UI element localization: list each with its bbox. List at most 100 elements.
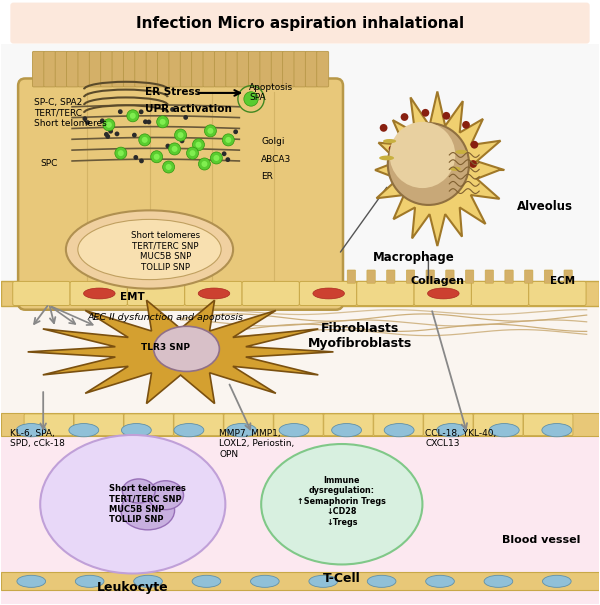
Circle shape xyxy=(131,113,136,118)
Polygon shape xyxy=(375,91,504,246)
Circle shape xyxy=(142,137,148,143)
FancyBboxPatch shape xyxy=(101,51,113,87)
FancyBboxPatch shape xyxy=(180,51,192,87)
FancyBboxPatch shape xyxy=(174,414,223,436)
Text: SP-C, SPA2
TERT/TERC
Short telomeres: SP-C, SPA2 TERT/TERC Short telomeres xyxy=(34,98,107,128)
Circle shape xyxy=(401,113,409,121)
FancyBboxPatch shape xyxy=(317,51,329,87)
Circle shape xyxy=(392,168,400,175)
FancyBboxPatch shape xyxy=(426,270,434,283)
FancyBboxPatch shape xyxy=(472,281,529,306)
Ellipse shape xyxy=(148,481,184,509)
Circle shape xyxy=(166,164,172,170)
Ellipse shape xyxy=(490,424,519,437)
FancyBboxPatch shape xyxy=(146,51,158,87)
Ellipse shape xyxy=(383,139,396,143)
Circle shape xyxy=(82,116,87,121)
Circle shape xyxy=(176,130,181,135)
FancyBboxPatch shape xyxy=(124,414,173,436)
FancyBboxPatch shape xyxy=(191,51,203,87)
Circle shape xyxy=(146,120,151,125)
Circle shape xyxy=(190,150,196,156)
Ellipse shape xyxy=(66,211,233,289)
Bar xyxy=(1,302,599,423)
FancyBboxPatch shape xyxy=(524,414,573,436)
Text: Blood vessel: Blood vessel xyxy=(502,535,581,545)
FancyBboxPatch shape xyxy=(564,270,572,283)
FancyBboxPatch shape xyxy=(55,51,67,87)
FancyBboxPatch shape xyxy=(127,281,185,306)
Circle shape xyxy=(198,142,203,146)
Circle shape xyxy=(118,150,124,156)
Ellipse shape xyxy=(198,288,230,299)
Ellipse shape xyxy=(76,575,104,587)
Text: Alveolus: Alveolus xyxy=(517,200,573,212)
FancyBboxPatch shape xyxy=(10,2,590,44)
FancyBboxPatch shape xyxy=(78,51,90,87)
FancyBboxPatch shape xyxy=(242,281,299,306)
FancyBboxPatch shape xyxy=(544,270,553,283)
Circle shape xyxy=(205,125,217,137)
FancyBboxPatch shape xyxy=(32,51,44,87)
Circle shape xyxy=(106,134,110,139)
Ellipse shape xyxy=(313,288,344,299)
Circle shape xyxy=(118,110,122,114)
Text: CCL-18, YKL-40,
CXCL13: CCL-18, YKL-40, CXCL13 xyxy=(425,429,497,448)
Circle shape xyxy=(178,132,184,138)
Ellipse shape xyxy=(261,444,422,564)
Circle shape xyxy=(166,143,170,148)
FancyBboxPatch shape xyxy=(505,270,513,283)
Circle shape xyxy=(422,109,429,117)
FancyBboxPatch shape xyxy=(406,270,415,283)
Polygon shape xyxy=(28,300,334,404)
Text: ABCA3: ABCA3 xyxy=(261,155,292,164)
Ellipse shape xyxy=(17,575,46,587)
FancyBboxPatch shape xyxy=(67,51,79,87)
FancyBboxPatch shape xyxy=(529,281,586,306)
Circle shape xyxy=(133,155,138,160)
Circle shape xyxy=(154,155,158,160)
Circle shape xyxy=(388,123,469,205)
FancyBboxPatch shape xyxy=(248,51,260,87)
Text: SPC: SPC xyxy=(40,159,58,168)
Circle shape xyxy=(100,119,104,123)
FancyBboxPatch shape xyxy=(70,281,127,306)
Circle shape xyxy=(226,137,232,143)
Circle shape xyxy=(157,116,169,128)
Ellipse shape xyxy=(484,575,513,587)
FancyBboxPatch shape xyxy=(424,414,473,436)
Circle shape xyxy=(208,128,214,134)
Ellipse shape xyxy=(192,575,221,587)
FancyBboxPatch shape xyxy=(158,51,169,87)
Circle shape xyxy=(222,151,227,156)
FancyBboxPatch shape xyxy=(414,281,472,306)
Circle shape xyxy=(157,121,162,126)
Text: ECM: ECM xyxy=(550,276,575,286)
Text: TLR3 SNP: TLR3 SNP xyxy=(141,343,190,352)
Circle shape xyxy=(183,115,188,120)
Ellipse shape xyxy=(174,424,204,437)
Circle shape xyxy=(140,136,145,140)
Circle shape xyxy=(223,134,235,146)
Circle shape xyxy=(103,119,115,131)
Circle shape xyxy=(187,147,199,159)
Bar xyxy=(1,572,599,590)
Ellipse shape xyxy=(121,491,175,530)
Circle shape xyxy=(433,185,441,193)
FancyBboxPatch shape xyxy=(446,270,454,283)
FancyBboxPatch shape xyxy=(124,51,136,87)
FancyBboxPatch shape xyxy=(374,414,423,436)
FancyBboxPatch shape xyxy=(485,270,493,283)
Bar xyxy=(1,413,599,436)
Circle shape xyxy=(154,154,160,160)
FancyBboxPatch shape xyxy=(112,51,124,87)
FancyBboxPatch shape xyxy=(214,51,226,87)
Ellipse shape xyxy=(437,424,467,437)
Ellipse shape xyxy=(227,424,256,437)
Text: Short telomeres
TERT/TERC SNP
MUC5B SNP
TOLLIP SNP: Short telomeres TERT/TERC SNP MUC5B SNP … xyxy=(131,232,200,272)
Ellipse shape xyxy=(384,424,414,437)
Ellipse shape xyxy=(40,435,226,574)
Ellipse shape xyxy=(16,424,46,437)
Ellipse shape xyxy=(78,220,221,280)
FancyBboxPatch shape xyxy=(24,414,73,436)
